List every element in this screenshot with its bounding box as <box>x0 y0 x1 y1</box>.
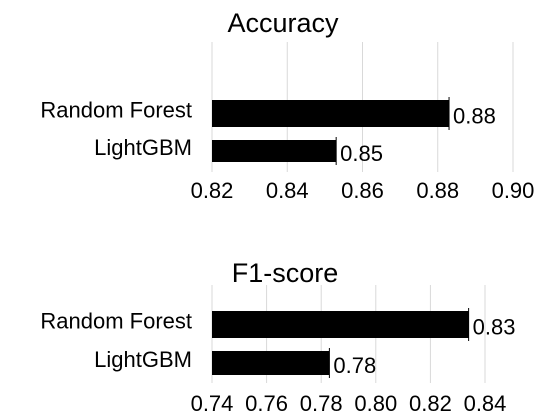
tick-label: 0.90 <box>492 178 535 203</box>
category-label: LightGBM <box>94 347 192 372</box>
tick-label: 0.82 <box>191 178 234 203</box>
chart-2: F1-score Random Forest 0.83 LightGBM 0.78 0.7… <box>40 258 515 416</box>
bar <box>212 100 450 127</box>
tick-label: 0.74 <box>191 391 234 416</box>
category-label: Random Forest <box>40 309 192 334</box>
category-label: Random Forest <box>40 98 192 123</box>
chart-1: Accuracy Random Forest 0.88 LightGBM 0.85 0.8… <box>40 8 534 203</box>
data-label: 0.85 <box>340 141 383 166</box>
data-label: 0.78 <box>333 353 376 378</box>
bar <box>212 351 330 375</box>
bar <box>212 311 469 338</box>
category-label: LightGBM <box>94 135 192 160</box>
chart-title: F1-score <box>232 258 339 288</box>
tick-label: 0.84 <box>266 178 309 203</box>
tick-label: 0.84 <box>464 391 507 416</box>
tick-label: 0.78 <box>300 391 343 416</box>
tick-label: 0.80 <box>354 391 397 416</box>
data-label: 0.88 <box>453 104 496 129</box>
bar <box>212 140 337 162</box>
chart-title: Accuracy <box>227 8 339 38</box>
tick-label: 0.86 <box>341 178 384 203</box>
tick-label: 0.88 <box>416 178 459 203</box>
tick-label: 0.82 <box>409 391 452 416</box>
tick-label: 0.76 <box>245 391 288 416</box>
data-label: 0.83 <box>473 315 516 340</box>
